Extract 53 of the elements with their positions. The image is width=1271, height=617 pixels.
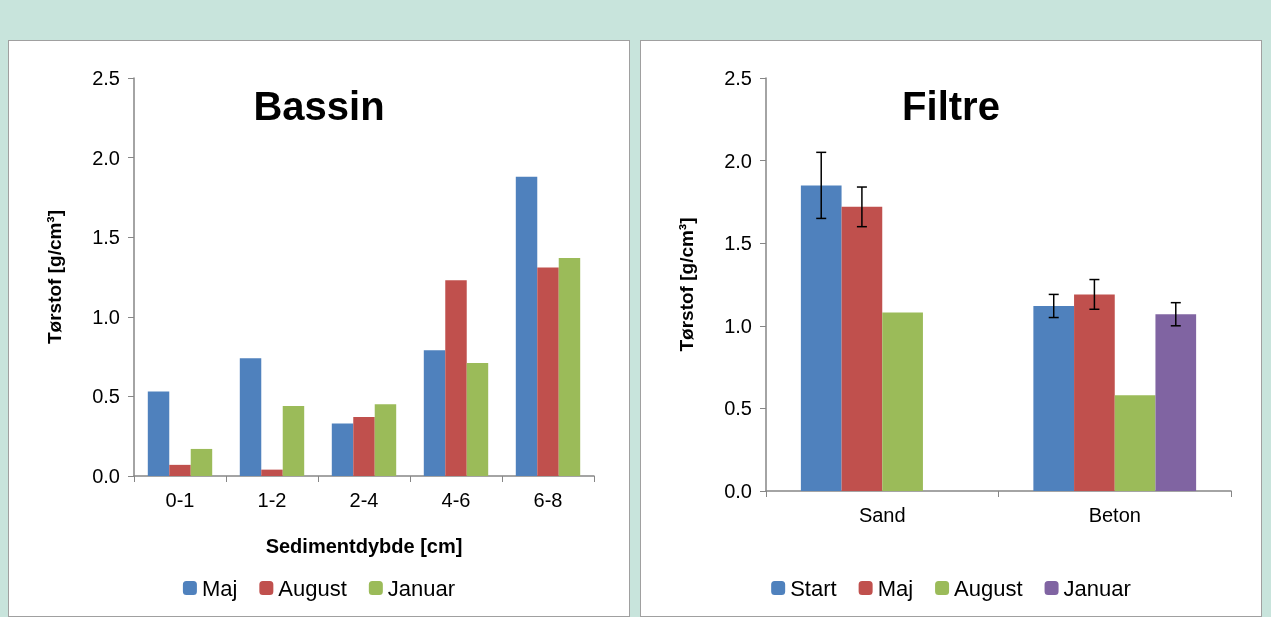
legend-label: August [278,575,347,601]
legend-label: Maj [877,575,914,601]
chart-title: Filtre [902,84,1000,128]
chart-title: Bassin [253,84,385,128]
y-tick-label: 1.0 [92,305,120,328]
bar [331,423,354,476]
bar [353,417,375,476]
y-tick-label: 2.0 [92,146,120,169]
y-tick-label: 0.5 [724,397,752,420]
legend-label: Maj [201,575,238,601]
y-tick-label: 0.5 [92,385,120,408]
bar [558,257,581,476]
y-tick-label: 1.5 [92,226,120,249]
x-tick-label: 4-6 [441,489,471,511]
x-tick-label: 1-2 [257,489,287,511]
y-axis-title: Tørstof [g/cm³] [676,217,697,352]
bar [1033,305,1075,491]
bar [374,404,397,476]
y-tick-label: 2.5 [724,67,752,89]
bar [169,464,191,476]
bar [537,267,559,476]
bar [1155,314,1197,491]
bar [466,362,489,476]
legend-label: Start [790,575,837,601]
y-tick-label: 1.0 [724,314,752,337]
y-axis-title: Tørstof [g/cm³] [44,209,65,345]
bar [239,358,262,476]
y-tick-label: 2.0 [724,149,752,172]
bar [1074,294,1115,491]
legend-label: Januar [1063,575,1131,601]
bar [882,312,923,491]
x-tick-label: 0-1 [165,489,195,511]
bar [841,206,883,491]
x-tick-label: 2-4 [349,489,379,511]
bar [147,391,170,476]
y-tick-label: 1.5 [724,232,752,255]
y-tick-label: 0.0 [92,465,120,487]
x-axis-title: Sedimentdybde [cm] [265,535,463,557]
bar [515,176,538,476]
legend-label: Januar [387,575,456,601]
legend-label: August [954,575,1023,601]
bar [800,185,842,491]
bar [423,350,446,476]
y-tick-label: 2.5 [92,67,120,89]
bar [1114,395,1156,491]
bar [282,405,305,476]
x-tick-label: 6-8 [533,489,563,511]
x-tick-label: Sand [858,504,906,526]
x-tick-label: Beton [1088,504,1141,526]
bar [261,469,283,476]
y-tick-label: 0.0 [724,480,752,502]
bar [190,448,213,476]
bar [445,280,467,476]
